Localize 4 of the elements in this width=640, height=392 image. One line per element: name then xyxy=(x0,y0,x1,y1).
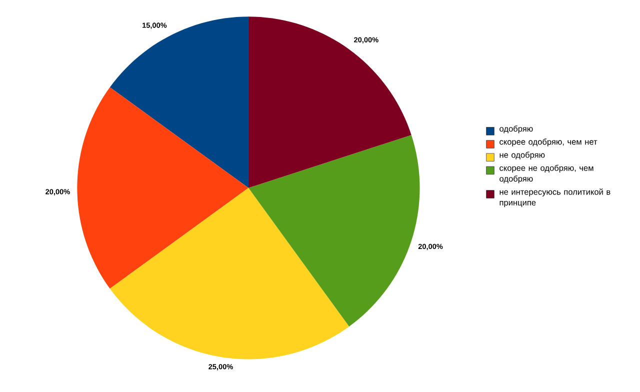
legend-label: скорее одобряю, чем нет xyxy=(500,138,598,147)
legend-label: не интересуюсь политикой в принципе xyxy=(500,188,610,208)
legend-label: не одобряю xyxy=(500,152,545,160)
legend-label: одобряю xyxy=(500,126,533,134)
